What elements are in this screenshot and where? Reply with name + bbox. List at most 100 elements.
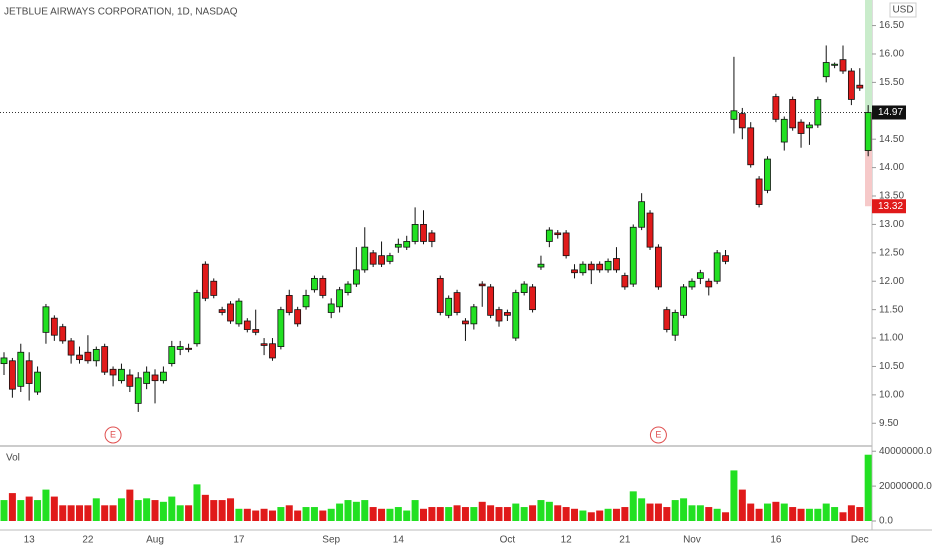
- candle-body: [696, 272, 704, 279]
- volume-bar: [646, 503, 654, 521]
- candle-body: [797, 121, 805, 134]
- candle-body: [520, 283, 528, 293]
- candle-body: [243, 320, 251, 330]
- volume-bar: [839, 512, 847, 521]
- candle-body: [621, 275, 629, 288]
- volume-bar: [571, 508, 579, 521]
- volume-tick-label: 40000000.0: [879, 446, 932, 457]
- volume-bar: [403, 510, 411, 521]
- candle-body: [403, 241, 411, 248]
- candle-body: [462, 320, 469, 325]
- volume-bar: [428, 507, 436, 521]
- candle-body: [470, 306, 478, 325]
- volume-bar: [76, 505, 84, 521]
- x-tick-label: Nov: [683, 535, 701, 546]
- candle-body: [8, 360, 16, 390]
- volume-bar: [143, 498, 151, 521]
- x-tick-label: 21: [619, 535, 631, 546]
- candle-body: [529, 286, 536, 311]
- volume-bar: [84, 505, 92, 521]
- candle-body: [201, 263, 209, 299]
- y-tick-label: 13.50: [879, 191, 904, 202]
- volume-bar: [327, 508, 335, 521]
- candle-body: [554, 232, 562, 236]
- volume-bar: [159, 501, 167, 521]
- y-tick-label: 12.00: [879, 276, 904, 287]
- candle-body: [655, 246, 662, 288]
- candle-body: [822, 62, 830, 78]
- volume-bar: [436, 507, 444, 521]
- volume-bar: [59, 505, 67, 521]
- candle-body: [0, 357, 8, 365]
- candle-body: [42, 306, 50, 333]
- volume-bar: [529, 505, 537, 521]
- volume-bar: [268, 510, 276, 521]
- volume-bar: [420, 508, 427, 521]
- candle-body: [361, 246, 369, 271]
- x-tick-label: Sep: [322, 535, 340, 546]
- candle-body: [302, 295, 310, 308]
- candle-body: [755, 178, 763, 205]
- candle-body: [789, 99, 797, 129]
- candle-body: [369, 252, 377, 265]
- volume-bar: [822, 503, 830, 521]
- low-marker-label: 13.32: [878, 201, 903, 212]
- earnings-marker[interactable]: [649, 426, 667, 444]
- volume-bar: [210, 500, 218, 521]
- candle-body: [428, 232, 436, 242]
- y-tick-label: 10.50: [879, 361, 904, 372]
- last-price-label: 14.97: [878, 107, 903, 118]
- candle-body: [176, 346, 184, 350]
- candle-body: [277, 309, 285, 347]
- candle-body: [252, 329, 260, 333]
- candle-body: [596, 263, 604, 271]
- volume-bar: [319, 510, 327, 521]
- candle-body: [352, 269, 360, 285]
- volume-bar: [831, 507, 839, 521]
- candle-body: [638, 201, 646, 228]
- earnings-marker[interactable]: [104, 426, 122, 444]
- volume-bar: [730, 470, 738, 521]
- y-tick-label: 13.00: [879, 219, 904, 230]
- candle-body: [671, 312, 679, 336]
- volume-bar: [285, 505, 293, 521]
- volume-bar: [747, 503, 755, 521]
- currency[interactable]: USD: [892, 5, 913, 16]
- volume-bar: [277, 507, 285, 521]
- volume-bar: [92, 498, 100, 521]
- candle-body: [629, 226, 637, 285]
- candle-body: [269, 343, 276, 359]
- volume-bar: [470, 507, 478, 521]
- y-tick-label: 15.50: [879, 77, 904, 88]
- candle-body: [25, 360, 33, 384]
- candle-body: [738, 113, 746, 129]
- candle-body: [705, 280, 713, 288]
- y-tick-label: 14.50: [879, 134, 904, 145]
- volume-bar: [50, 496, 58, 521]
- volume-bar: [185, 505, 193, 521]
- candle-body: [503, 312, 511, 316]
- candle-body: [604, 260, 612, 271]
- earnings-label[interactable]: E: [655, 429, 661, 439]
- volume-bar: [218, 500, 226, 521]
- volume-bar: [302, 507, 310, 521]
- candle-body: [495, 309, 503, 322]
- currency-box[interactable]: [889, 2, 917, 18]
- volume-bar: [386, 508, 394, 521]
- candle-body: [386, 255, 394, 262]
- volume-bar: [722, 512, 730, 521]
- candle-body: [571, 269, 578, 274]
- volume-bar: [235, 508, 243, 521]
- volume-bar: [512, 503, 520, 521]
- earnings-label[interactable]: E: [110, 429, 116, 439]
- y-tick-label: 16.00: [879, 49, 904, 60]
- candle-body: [831, 63, 839, 66]
- volume-bar: [193, 484, 201, 521]
- volume-bar: [134, 500, 142, 521]
- x-tick-label: 22: [82, 535, 94, 546]
- x-tick-label: 13: [24, 535, 36, 546]
- range-up: [865, 0, 872, 113]
- volume-bar: [487, 505, 495, 521]
- candle-body: [185, 347, 192, 350]
- candle-body: [17, 351, 25, 387]
